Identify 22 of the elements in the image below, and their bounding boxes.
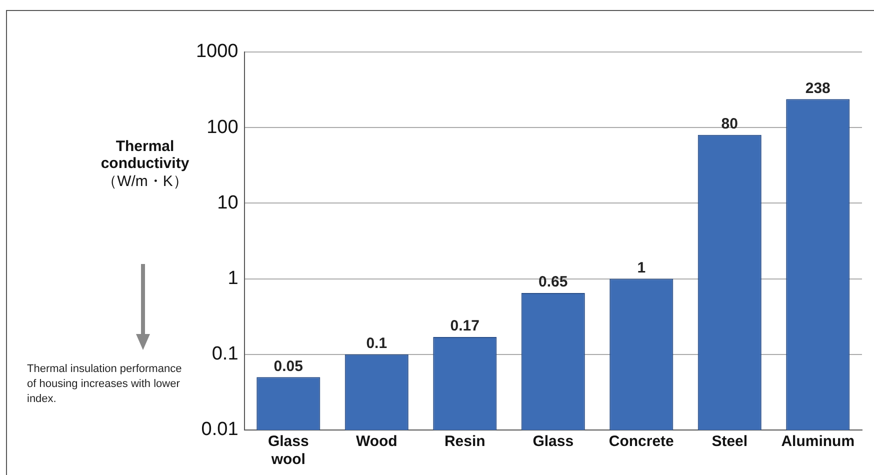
data-label: 80 (721, 116, 738, 133)
data-label: 0.65 (538, 274, 568, 291)
y-tick-label: 0.01 (201, 419, 238, 440)
x-tick-label: Wood (356, 433, 398, 450)
x-tick-label: Resin (444, 433, 486, 450)
x-tick-label: Steel (712, 433, 748, 450)
x-tick-label: Concrete (608, 433, 674, 450)
x-tick-label: Aluminum (781, 433, 855, 450)
data-label: 1 (637, 259, 646, 276)
y-tick-label: 10 (217, 192, 238, 214)
y-tick-label: 1000 (196, 41, 238, 62)
data-label: 0.17 (450, 318, 480, 335)
data-label: 0.05 (274, 358, 303, 375)
y-tick-label: 1 (228, 268, 238, 290)
text: Thermal insulation performance of housing increases with lower index. (27, 362, 183, 407)
y-axis-title: Thermal conductivity（W/m・K） (100, 138, 190, 191)
x-tick-label: Glass (532, 433, 574, 450)
data-label: 0.1 (366, 335, 388, 352)
y-tick-label: 100 (206, 116, 238, 138)
y-tick-label: 0.1 (212, 344, 238, 365)
x-tick-label: Glass wool (268, 433, 309, 468)
data-label: 238 (805, 80, 830, 97)
